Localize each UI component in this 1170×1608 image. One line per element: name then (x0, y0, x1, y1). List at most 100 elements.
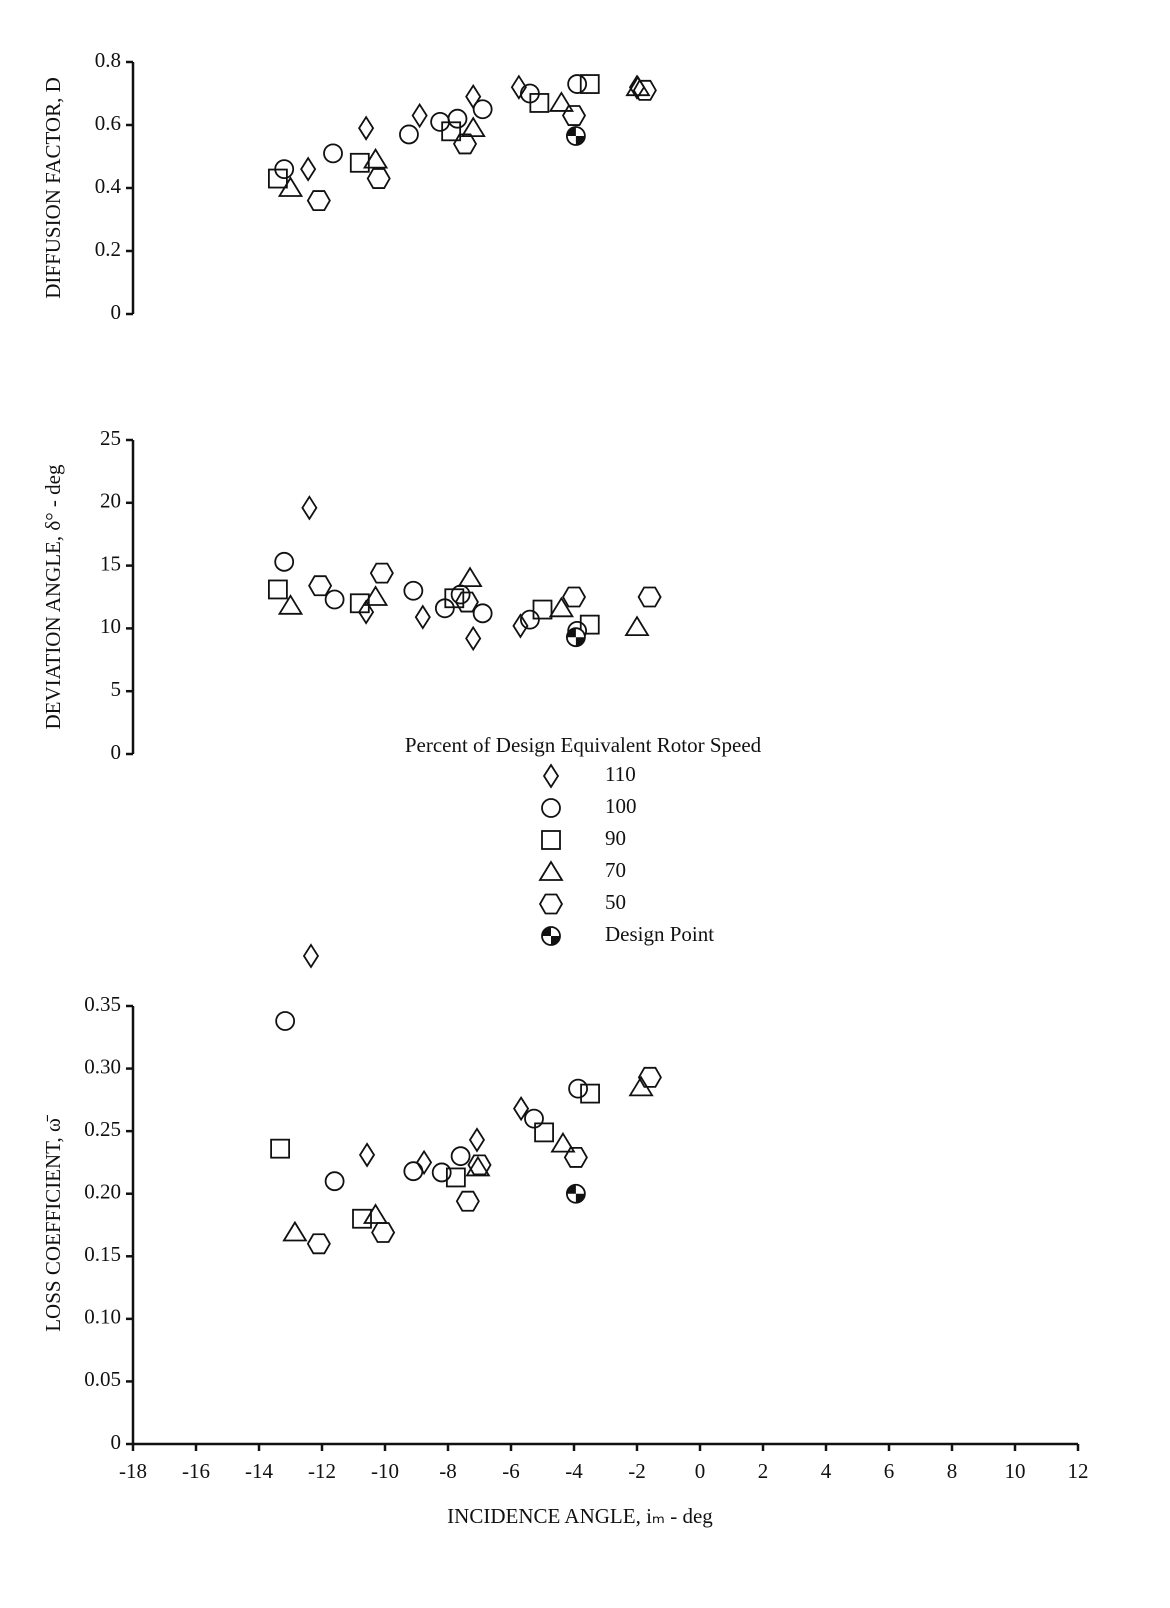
x-axis-label: INCIDENCE ANGLE, iₘ - deg (447, 1504, 713, 1528)
legend-label: 70 (605, 858, 626, 882)
point (323, 143, 343, 164)
point (352, 1208, 372, 1229)
point (369, 562, 394, 584)
point (632, 79, 657, 101)
point (301, 495, 318, 521)
x-tick-label: 2 (758, 1459, 769, 1483)
x-tick-label: 4 (821, 1459, 832, 1483)
design-fill (566, 628, 585, 647)
point (411, 102, 428, 129)
point (371, 1222, 396, 1243)
point (513, 1095, 530, 1122)
x-tick-label: -14 (245, 1459, 273, 1483)
point (444, 588, 465, 609)
point (465, 83, 482, 110)
x-tick-label: 6 (884, 1459, 895, 1483)
point (637, 1066, 662, 1088)
y-tick-label: 0.2 (95, 237, 121, 261)
legend-label: Design Point (605, 922, 714, 946)
point (282, 1220, 308, 1242)
point (267, 579, 288, 600)
point (362, 147, 389, 169)
point (306, 190, 331, 212)
point (550, 1131, 576, 1153)
y-tick-label: 0.4 (95, 174, 122, 198)
legend-marker (542, 763, 560, 789)
point (366, 168, 391, 189)
point (445, 1167, 466, 1188)
y-tick-label: 15 (100, 551, 121, 575)
y-tick-label: 20 (100, 489, 121, 513)
y-tick-label: 0.20 (84, 1180, 121, 1204)
point (565, 126, 586, 146)
point (565, 627, 586, 648)
point (324, 1171, 345, 1192)
point (568, 1078, 588, 1099)
point (457, 566, 483, 588)
y-axis-label: DIFFUSION FACTOR, D (41, 77, 65, 299)
point (561, 105, 587, 126)
x-tick-label: -4 (565, 1459, 583, 1483)
point (532, 599, 553, 620)
point (579, 74, 600, 94)
y-tick-label: 0.6 (95, 111, 121, 135)
point (561, 586, 587, 608)
point (452, 133, 478, 155)
x-tick-label: -8 (439, 1459, 457, 1483)
legend-title: Percent of Design Equivalent Rotor Speed (405, 733, 762, 757)
point (625, 75, 651, 97)
point (358, 115, 375, 141)
point (358, 599, 375, 625)
point (460, 116, 486, 138)
y-tick-label: 10 (100, 614, 121, 638)
point (580, 1083, 600, 1104)
y-tick-label: 0.35 (84, 992, 121, 1016)
point (447, 108, 468, 129)
legend-marker (538, 893, 564, 915)
point (277, 176, 304, 197)
y-axis-label: LOSS COEFFICIENT, ω̄ (41, 1114, 65, 1332)
point (454, 591, 479, 613)
point (548, 91, 575, 112)
point (565, 1183, 586, 1204)
x-tick-label: 0 (695, 1459, 706, 1483)
point (403, 580, 424, 601)
point (472, 603, 493, 624)
legend-marker (541, 830, 561, 850)
point (431, 1162, 452, 1183)
x-tick-label: 8 (947, 1459, 958, 1483)
point (358, 1142, 376, 1168)
point (520, 609, 540, 630)
y-tick-label: 0.30 (84, 1054, 121, 1078)
point (277, 594, 304, 615)
point (510, 74, 527, 100)
point (529, 93, 550, 113)
point (349, 152, 370, 173)
point (267, 168, 288, 189)
design-fill (566, 1184, 585, 1203)
x-tick-label: -6 (502, 1459, 520, 1483)
point (579, 614, 600, 635)
x-tick-label: -2 (628, 1459, 646, 1483)
point (567, 74, 588, 94)
point (548, 596, 575, 618)
point (403, 1161, 424, 1182)
y-tick-label: 0 (111, 740, 122, 764)
x-tick-label: -10 (371, 1459, 399, 1483)
point (274, 551, 295, 572)
point (472, 99, 493, 120)
point (624, 615, 650, 637)
point (308, 575, 333, 597)
legend-label: 50 (605, 890, 626, 914)
legend-label: 100 (605, 794, 637, 818)
point (324, 589, 345, 610)
point (399, 124, 419, 145)
point (637, 586, 662, 608)
point (465, 625, 482, 652)
x-tick-label: -18 (119, 1459, 147, 1483)
y-tick-label: 0 (111, 300, 122, 324)
point (534, 1122, 554, 1143)
y-tick-label: 5 (111, 677, 122, 701)
y-tick-label: 0.15 (84, 1242, 121, 1266)
